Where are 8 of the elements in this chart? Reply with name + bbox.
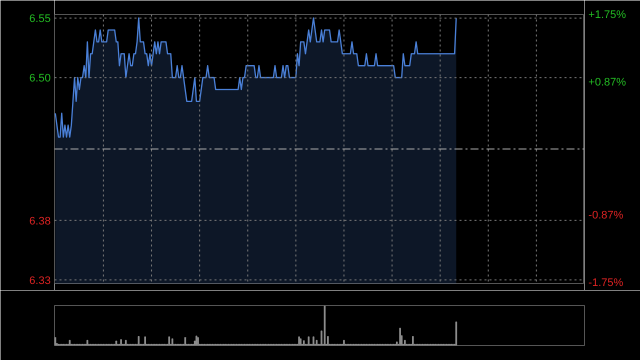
y-tick-label: 6.55 <box>29 13 51 26</box>
y2-tick-label: +1.75% <box>588 8 626 21</box>
y-tick-label: 6.33 <box>29 274 51 287</box>
y2-tick-label: +0.87% <box>588 76 626 88</box>
y-tick-label: 6.50 <box>29 72 51 85</box>
y2-tick-label: -0.87% <box>588 210 624 222</box>
y2-tick-label: -1.75% <box>588 277 624 290</box>
y-tick-label: 6.38 <box>29 215 51 228</box>
